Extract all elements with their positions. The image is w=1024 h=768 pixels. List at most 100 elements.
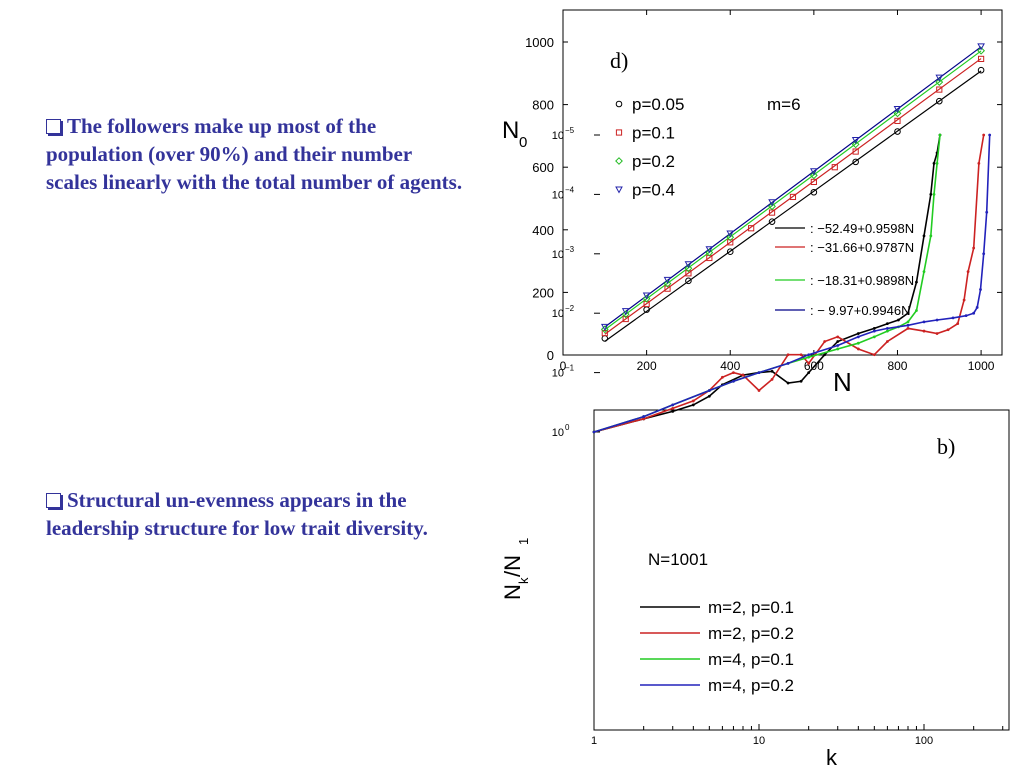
y-tick-label-b: 10 [552, 368, 564, 380]
data-point-b-series1 [977, 161, 981, 165]
data-point-d-series0 [977, 66, 985, 74]
data-point-d-series1 [894, 117, 901, 124]
x-tick-label-d: 1000 [968, 359, 995, 373]
data-point-b-series1 [856, 347, 860, 351]
data-point-b-series3 [975, 306, 979, 309]
data-point-b-series1 [935, 332, 939, 335]
y-tick-label-d: 800 [532, 98, 554, 113]
data-point-d-series1 [852, 148, 859, 155]
annotation-m6: m=6 [767, 95, 801, 114]
x-tick-label-b: 10 [753, 735, 765, 747]
data-point-b-series0 [856, 332, 860, 335]
y-tick-label-b: 10 [552, 427, 564, 439]
data-point-b-series3 [707, 389, 711, 392]
bullet-structural-unevenness: Structural un-evenness appears in the le… [46, 486, 466, 542]
y-tick-label-d: 400 [532, 223, 554, 238]
data-point-d-series2 [726, 233, 735, 242]
fit-legend-label-3: : − 9.97+0.9946N [810, 303, 910, 318]
data-point-b-series3 [988, 133, 992, 137]
data-point-b-series1 [691, 399, 695, 403]
data-point-b-series3 [906, 323, 910, 327]
y-axis-label-b-sep: /N [500, 555, 525, 577]
data-point-b-series0 [929, 193, 933, 196]
data-point-d-series2 [851, 140, 860, 149]
x-tick-label-d: 0 [560, 359, 567, 373]
data-point-b-series2 [807, 355, 811, 359]
bullet-structural-text: Structural un-evenness appears in the le… [46, 488, 428, 540]
fit-line-0 [604, 70, 982, 342]
data-point-b-series3 [856, 335, 860, 339]
data-point-b-series0 [691, 403, 695, 407]
y-tick-exponent-b: −3 [565, 245, 575, 254]
data-point-d-series2 [600, 325, 609, 334]
y-axis-label-b-sub2: 1 [516, 538, 531, 545]
panel-label-d: d) [610, 48, 628, 73]
data-point-b-series0 [897, 318, 900, 322]
legend-label-d-0: p=0.05 [632, 95, 684, 114]
data-point-b-series2 [922, 270, 926, 274]
data-point-b-series2 [872, 335, 876, 339]
data-point-b-series2 [836, 347, 840, 351]
data-point-b-series3 [982, 252, 986, 256]
y-axis-label-b-sub1: k [516, 577, 531, 584]
legend-label-d-1: p=0.1 [632, 124, 675, 143]
legend-label-b-3: m=4, p=0.2 [708, 676, 794, 695]
data-point-d-series2 [768, 202, 776, 211]
data-point-b-series2 [856, 341, 860, 345]
legend-label-d-3: p=0.4 [632, 181, 675, 200]
data-point-b-series1 [799, 353, 803, 357]
data-point-d-series2 [977, 46, 986, 55]
data-point-d-series1 [810, 178, 817, 186]
data-point-b-series0 [770, 369, 774, 373]
data-point-d-series3 [642, 292, 651, 300]
data-point-d-series0 [810, 188, 818, 196]
series-line-b-1 [593, 134, 985, 433]
data-point-d-series0 [685, 277, 692, 285]
y-tick-label-b: 10 [552, 189, 564, 201]
data-point-b-series0 [707, 394, 711, 398]
fit-line-1 [604, 58, 982, 335]
y-tick-label-b: 10 [552, 308, 564, 320]
y-tick-label-d: 1000 [525, 35, 554, 50]
legend-marker-d-0 [615, 100, 623, 108]
data-point-d-series0 [852, 158, 859, 166]
legend-label-b-1: m=2, p=0.2 [708, 624, 794, 643]
data-point-b-series0 [836, 340, 840, 343]
data-point-d-series0 [768, 218, 776, 225]
y-tick-label-d: 0 [547, 348, 554, 363]
data-point-b-series0 [671, 410, 675, 413]
bullet-followers-text: The followers make up most of the popula… [46, 114, 463, 194]
data-point-d-series3 [851, 136, 860, 145]
y-tick-exponent-b: −5 [565, 126, 575, 135]
data-point-b-series1 [720, 375, 724, 379]
data-point-d-series3 [600, 323, 609, 331]
data-point-d-series3 [726, 230, 735, 238]
data-point-d-series1 [831, 164, 838, 171]
data-point-b-series3 [642, 415, 646, 418]
data-point-b-series2 [932, 193, 936, 196]
x-tick-label-d: 800 [887, 359, 907, 373]
data-point-d-series2 [705, 248, 714, 257]
data-point-d-series3 [663, 276, 672, 284]
data-point-b-series3 [922, 320, 926, 324]
data-point-b-series0 [823, 353, 827, 357]
data-point-b-series1 [966, 270, 970, 274]
data-point-d-series2 [935, 78, 944, 86]
legend-marker-d-1 [615, 129, 623, 136]
data-point-d-series3 [893, 105, 902, 114]
data-point-b-series0 [885, 322, 889, 326]
data-point-b-series1 [872, 353, 876, 357]
y-tick-label-b: 10 [552, 249, 564, 261]
y-tick-label-d: 600 [532, 160, 554, 175]
data-point-b-series3 [872, 329, 876, 333]
annotation-n1001: N=1001 [648, 550, 708, 569]
fit-legend-label-2: : −18.31+0.9898N [810, 273, 914, 288]
data-point-b-series2 [938, 133, 942, 137]
data-point-b-series2 [915, 309, 918, 312]
data-point-b-series1 [962, 298, 966, 302]
data-point-b-series1 [642, 417, 646, 421]
y-tick-exponent-b: 0 [565, 423, 570, 432]
bullet-followers: The followers make up most of the popula… [46, 112, 466, 196]
data-point-d-series3 [810, 168, 818, 176]
data-point-b-series3 [979, 288, 982, 291]
